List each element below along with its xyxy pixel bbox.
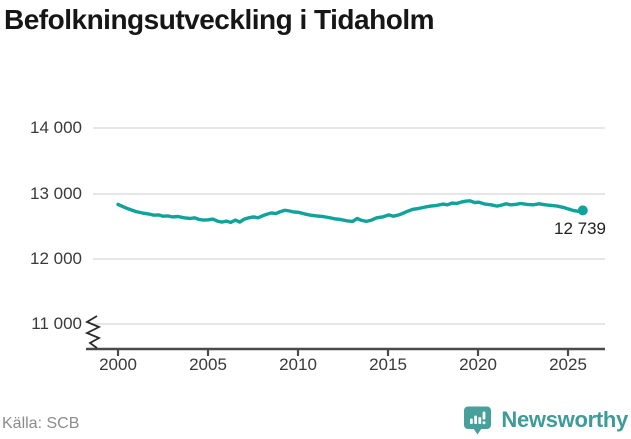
x-axis xyxy=(86,347,605,356)
y-tick-label: 11 000 xyxy=(31,314,82,333)
newsworthy-logo[interactable]: Newsworthy xyxy=(461,403,628,437)
page-title: Befolkningsutveckling i Tidaholm xyxy=(4,4,435,35)
x-tick-label: 2025 xyxy=(549,355,587,374)
gridlines xyxy=(93,127,605,325)
x-tick-label: 2015 xyxy=(369,355,407,374)
latest-value-label: 12 739 xyxy=(554,219,606,238)
latest-value-dot xyxy=(577,205,588,216)
x-tick-label: 2020 xyxy=(459,355,497,374)
y-tick-label: 14 000 xyxy=(30,118,82,137)
x-tick-label: 2010 xyxy=(279,355,317,374)
axis-break-icon xyxy=(84,315,102,349)
population-series-line xyxy=(116,199,585,225)
y-tick-label: 12 000 xyxy=(30,249,82,268)
y-tick-label: 13 000 xyxy=(30,184,82,203)
newsworthy-wordmark: Newsworthy xyxy=(501,407,628,432)
source-caption: Källa: SCB xyxy=(2,415,80,432)
x-tick-label: 2005 xyxy=(189,355,227,374)
newsworthy-chart-bubble-icon xyxy=(464,406,492,434)
x-tick-label: 2000 xyxy=(99,355,137,374)
